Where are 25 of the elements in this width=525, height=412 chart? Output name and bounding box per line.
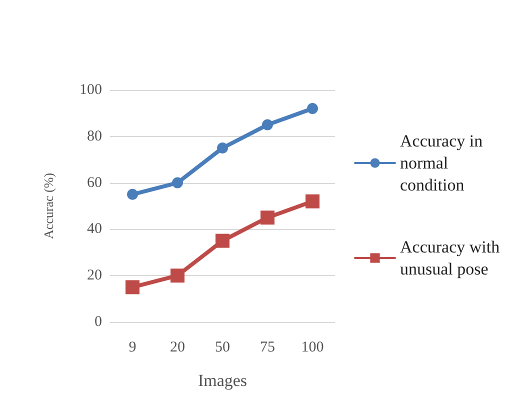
legend-label: Accuracy in normal condition (400, 132, 487, 194)
point (262, 119, 273, 130)
x-tick-label: 9 (128, 340, 136, 356)
point (306, 194, 320, 208)
legend-label: Accuracy with unusual pose (400, 238, 504, 278)
point (172, 177, 183, 188)
x-tick-label: 50 (215, 340, 230, 356)
point (307, 103, 318, 114)
point (127, 188, 138, 200)
point (260, 210, 274, 225)
point (126, 280, 140, 294)
y-tick-label: 0 (94, 314, 102, 330)
x-axis-title: Images (198, 371, 248, 390)
point (216, 234, 230, 248)
point (170, 268, 184, 283)
y-tick-label: 20 (87, 268, 102, 284)
y-tick-label: 60 (87, 174, 102, 191)
x-tick-label: 100 (301, 340, 324, 356)
y-tick-label: 100 (80, 82, 102, 98)
y-tick-label: 80 (87, 128, 102, 144)
x-tick-label: 75 (260, 340, 275, 356)
y-tick-label: 40 (87, 221, 102, 238)
point (217, 142, 228, 154)
x-tick-label: 20 (170, 340, 185, 356)
y-axis-title: Accurac (%) (41, 172, 56, 240)
